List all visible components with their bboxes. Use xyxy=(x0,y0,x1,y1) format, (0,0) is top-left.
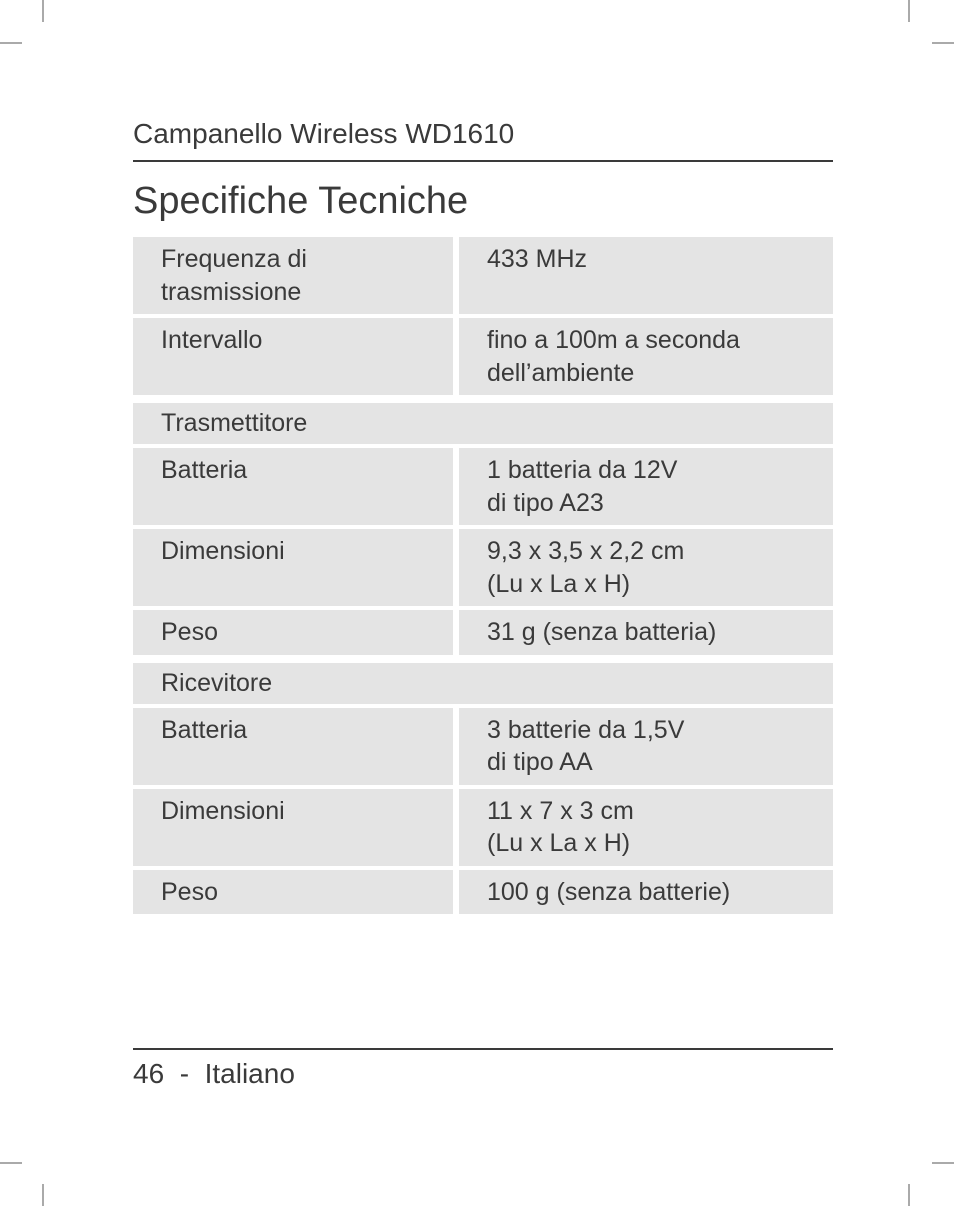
crop-mark xyxy=(932,1162,954,1164)
page-content: Campanello Wireless WD1610 Specifiche Te… xyxy=(133,118,833,922)
spec-value: 433 MHz xyxy=(459,237,833,314)
spec-block-general: Frequenza di trasmissione 433 MHz Interv… xyxy=(133,237,833,395)
page-footer: 46 - Italiano xyxy=(133,1048,833,1090)
spec-row: Dimensioni 9,3 x 3,5 x 2,2 cm(Lu x La x … xyxy=(133,529,833,606)
spec-row: Peso 31 g (senza batteria) xyxy=(133,610,833,655)
crop-mark xyxy=(908,0,910,22)
spec-label: Peso xyxy=(133,610,453,655)
spec-block-receiver: Ricevitore Batteria 3 batterie da 1,5Vdi… xyxy=(133,663,833,915)
spec-row: Batteria 3 batterie da 1,5Vdi tipo AA xyxy=(133,708,833,785)
spec-value: 9,3 x 3,5 x 2,2 cm(Lu x La x H) xyxy=(459,529,833,606)
spec-row: Intervallo fino a 100m a seconda dell’am… xyxy=(133,318,833,395)
footer-separator: - xyxy=(180,1058,189,1089)
footer-text: 46 - Italiano xyxy=(133,1058,833,1090)
spec-group-header: Ricevitore xyxy=(133,663,833,704)
footer-rule xyxy=(133,1048,833,1050)
spec-label: Peso xyxy=(133,870,453,915)
page-number: 46 xyxy=(133,1058,164,1089)
spec-label: Dimensioni xyxy=(133,789,453,866)
crop-mark xyxy=(0,1162,22,1164)
spec-value: 1 batteria da 12Vdi tipo A23 xyxy=(459,448,833,525)
spec-row: Dimensioni 11 x 7 x 3 cm(Lu x La x H) xyxy=(133,789,833,866)
spec-value: 11 x 7 x 3 cm(Lu x La x H) xyxy=(459,789,833,866)
crop-mark xyxy=(42,1184,44,1206)
crop-mark xyxy=(0,42,22,44)
crop-mark xyxy=(932,42,954,44)
spec-label: Dimensioni xyxy=(133,529,453,606)
spec-label: Batteria xyxy=(133,448,453,525)
spec-label: Batteria xyxy=(133,708,453,785)
crop-mark xyxy=(908,1184,910,1206)
crop-mark xyxy=(42,0,44,22)
spec-block-transmitter: Trasmettitore Batteria 1 batteria da 12V… xyxy=(133,403,833,655)
spec-row: Batteria 1 batteria da 12Vdi tipo A23 xyxy=(133,448,833,525)
spec-label: Frequenza di trasmissione xyxy=(133,237,453,314)
section-title: Specifiche Tecniche xyxy=(133,180,833,223)
spec-row: Frequenza di trasmissione 433 MHz xyxy=(133,237,833,314)
spec-value: 100 g (senza batterie) xyxy=(459,870,833,915)
spec-row: Peso 100 g (senza batterie) xyxy=(133,870,833,915)
spec-value: 31 g (senza batteria) xyxy=(459,610,833,655)
product-title: Campanello Wireless WD1610 xyxy=(133,118,833,162)
spec-value: fino a 100m a seconda dell’ambiente xyxy=(459,318,833,395)
spec-value: 3 batterie da 1,5Vdi tipo AA xyxy=(459,708,833,785)
spec-label: Intervallo xyxy=(133,318,453,395)
spec-group-header: Trasmettitore xyxy=(133,403,833,444)
footer-language: Italiano xyxy=(205,1058,295,1089)
